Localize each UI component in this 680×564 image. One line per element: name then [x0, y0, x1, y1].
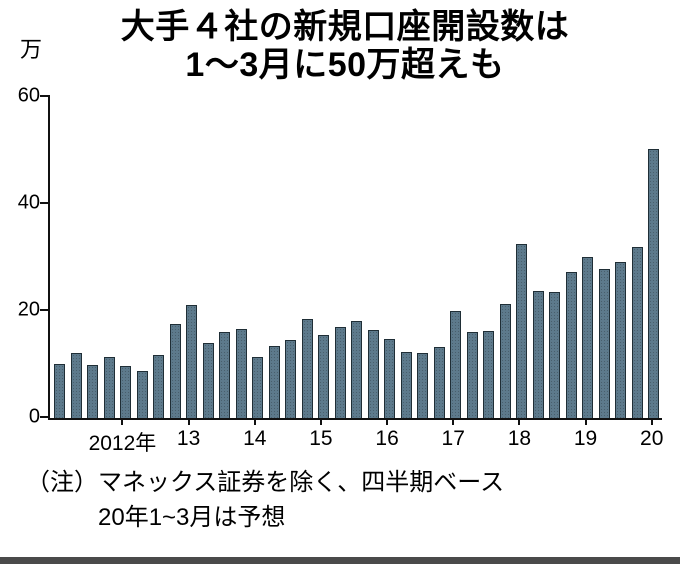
bar [136, 371, 148, 418]
bar [70, 353, 82, 418]
bar [400, 352, 412, 418]
x-axis-labels: 2012年 13 14 15 16 17 18 19 20 [48, 427, 664, 455]
y-axis-label: 60 [17, 84, 40, 107]
bottom-border [0, 557, 680, 564]
bar [450, 310, 461, 418]
bar [54, 364, 65, 418]
chart-title-line2: 1〜3月に50万超えも [185, 46, 505, 85]
x-axis-tick [518, 418, 521, 425]
bar [565, 271, 577, 418]
x-axis-label: 16 [375, 427, 399, 450]
bar [202, 343, 214, 418]
y-axis-tick [40, 416, 48, 418]
bar [351, 321, 362, 418]
bar [252, 356, 263, 418]
bar [582, 256, 593, 418]
chart-title: 大手４社の新規口座開設数は 1〜3月に50万超えも [45, 8, 645, 84]
bar [186, 304, 197, 418]
bar [433, 347, 445, 418]
bar [598, 268, 610, 418]
bar [169, 324, 181, 418]
bar [516, 243, 527, 418]
bar [417, 353, 428, 418]
bar [301, 318, 313, 418]
x-axis-label: 13 [176, 427, 201, 450]
footnote-line1: （注）マネックス証券を除く、四半期ベース [26, 469, 505, 496]
bar [153, 355, 164, 418]
bar [466, 332, 478, 418]
bar [103, 356, 115, 418]
x-axis-tick [319, 418, 322, 425]
x-axis-label: 18 [507, 427, 532, 450]
bar [219, 331, 230, 418]
bar [549, 292, 560, 418]
bar [318, 335, 329, 418]
x-axis-label: 19 [573, 427, 598, 450]
y-axis-label: 20 [17, 298, 40, 321]
bar [367, 330, 379, 418]
bar [285, 339, 296, 418]
x-axis-ticks [48, 418, 660, 425]
bar [499, 303, 511, 418]
y-axis-label: 0 [28, 405, 40, 428]
x-axis-label: 20 [640, 427, 664, 450]
y-axis-label: 40 [17, 191, 40, 214]
x-axis-label: 15 [309, 427, 333, 450]
y-axis-unit: 万 [20, 37, 43, 62]
bar [87, 364, 98, 418]
footnote: （注）マネックス証券を除く、四半期ベース 20年1~3月は予想 [26, 466, 504, 536]
x-axis-tick [650, 418, 653, 425]
bar [631, 247, 643, 418]
bar [615, 262, 626, 418]
bar [268, 345, 280, 418]
chart-title-line1: 大手４社の新規口座開設数は [120, 8, 570, 46]
x-axis-tick [121, 418, 124, 425]
bar [334, 327, 346, 418]
x-axis-label: 14 [243, 427, 267, 450]
x-axis-tick [187, 418, 190, 425]
footnote-line2: 20年1~3月は予想 [98, 503, 286, 531]
y-axis-tick [40, 95, 48, 97]
bar [235, 328, 247, 418]
x-axis-label: 17 [441, 427, 465, 450]
bar [483, 331, 494, 418]
y-axis-tick [40, 202, 48, 204]
y-axis-tick [40, 309, 48, 311]
x-axis-tick [584, 418, 587, 425]
x-axis-tick [386, 418, 389, 425]
bar [384, 338, 395, 418]
plot-area [48, 95, 662, 420]
x-axis-label: 2012年 [88, 432, 157, 455]
bars [50, 95, 662, 418]
x-axis-tick [253, 418, 256, 425]
bar [120, 365, 131, 418]
bar [532, 290, 544, 418]
bar [648, 148, 659, 418]
x-axis-tick [452, 418, 455, 425]
